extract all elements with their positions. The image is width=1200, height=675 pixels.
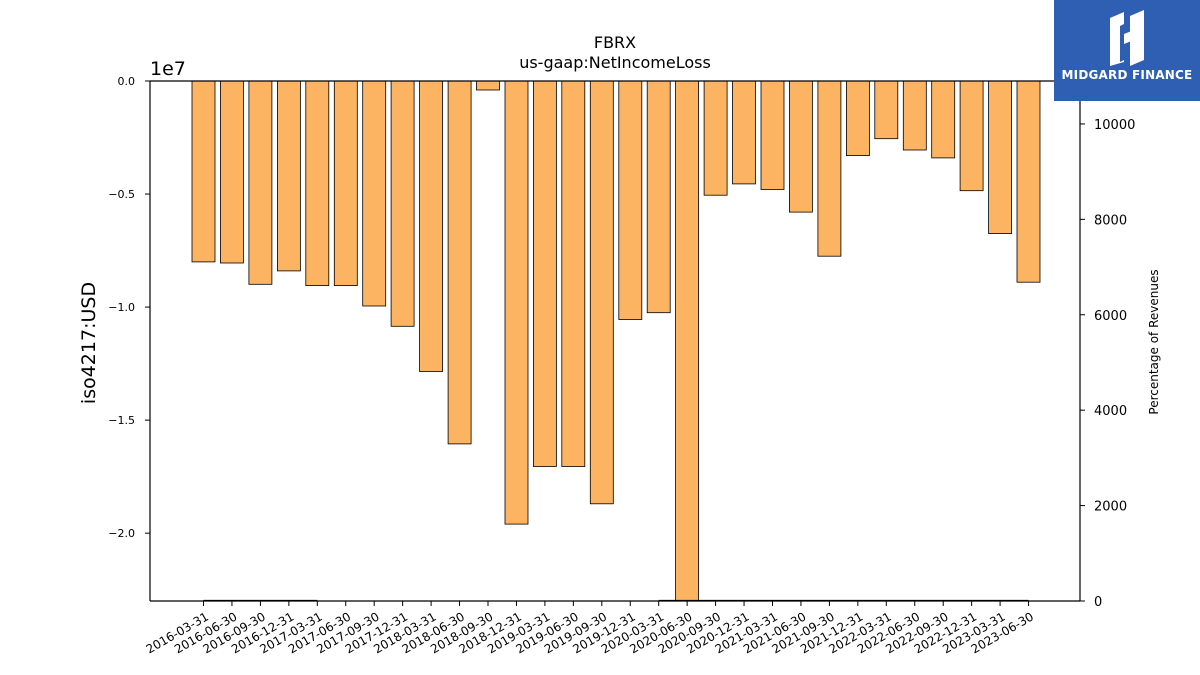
y2-tick-label: 8000: [1094, 213, 1127, 228]
bar: [419, 80, 444, 372]
bar: [959, 80, 984, 192]
y-offset-label: 1e7: [150, 58, 186, 80]
bar: [789, 80, 813, 213]
chart-subtitle: us-gaap:NetIncomeLoss: [519, 53, 711, 72]
bar: [305, 80, 330, 287]
y-tick-label: −2.0: [108, 527, 135, 540]
bar: [703, 80, 728, 196]
y-axis-label: iso4217:USD: [78, 282, 100, 404]
bar: [504, 80, 529, 525]
y2-tick-label: 0: [1094, 595, 1102, 610]
midgard-finance-logo: MIDGARD FINANCE: [1054, 0, 1200, 101]
bar: [846, 80, 870, 156]
y2-tick-label: 10000: [1094, 118, 1135, 133]
bar: [276, 80, 301, 272]
bar: [333, 80, 358, 287]
bar: [390, 80, 415, 327]
bar: [760, 80, 785, 190]
bar: [561, 80, 586, 467]
bar: [675, 80, 699, 602]
bar: [191, 80, 216, 263]
y-tick-label: −0.5: [108, 188, 135, 201]
bar: [476, 80, 500, 91]
logo-text: MIDGARD FINANCE: [1061, 68, 1193, 82]
y2-tick-label: 2000: [1094, 500, 1127, 515]
bars: [191, 80, 1041, 602]
bar: [1016, 80, 1041, 283]
y-tick-label: −1.5: [108, 414, 135, 427]
chart-title: FBRX: [594, 33, 636, 52]
bar: [618, 80, 643, 320]
bar: [447, 80, 472, 445]
bar: [646, 80, 671, 314]
y2-tick-label: 4000: [1094, 404, 1127, 419]
bar: [533, 80, 557, 467]
bar: [931, 80, 956, 159]
y2-tick-label: 6000: [1094, 309, 1127, 324]
y2-axis-label: Percentage of Revenues: [1147, 269, 1161, 414]
bar: [902, 80, 927, 151]
y-tick-label: −1.0: [108, 301, 135, 314]
bar: [219, 80, 244, 264]
midgard-logo-icon: [1110, 10, 1144, 66]
bar: [732, 80, 756, 185]
bar: [248, 80, 273, 285]
bar: [817, 80, 842, 257]
bar: [988, 80, 1012, 235]
bar: [589, 80, 614, 505]
bar: [362, 80, 387, 307]
y-tick-label: 0.0: [118, 75, 136, 88]
bar: [874, 80, 899, 140]
